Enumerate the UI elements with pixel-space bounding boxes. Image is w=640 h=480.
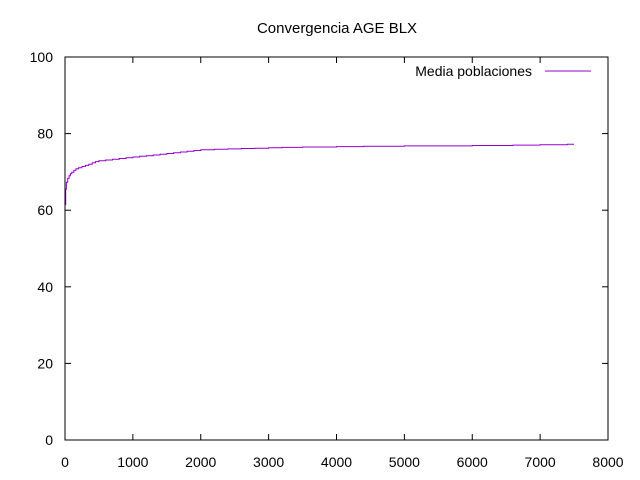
y-tick-label: 60 [37,202,53,218]
x-tick-label: 7000 [525,454,556,470]
x-tick-label: 2000 [185,454,216,470]
x-tick-label: 1000 [117,454,148,470]
chart-title: Convergencia AGE BLX [257,20,417,37]
y-tick-label: 40 [37,279,53,295]
x-tick-label: 8000 [592,454,623,470]
x-tick-label: 4000 [321,454,352,470]
x-tick-label: 5000 [389,454,420,470]
series-line [65,143,575,205]
y-tick-label: 80 [37,126,53,142]
x-tick-label: 0 [61,454,69,470]
x-tick-label: 6000 [457,454,488,470]
series-layer [65,143,575,205]
y-tick-label: 20 [37,355,53,371]
x-tick-label: 3000 [253,454,284,470]
plot-frame [64,56,609,441]
legend-label: Media poblaciones [415,63,532,79]
legend: Media poblaciones [415,63,591,79]
y-tick-label: 100 [30,49,54,65]
y-tick-label: 0 [45,432,53,448]
